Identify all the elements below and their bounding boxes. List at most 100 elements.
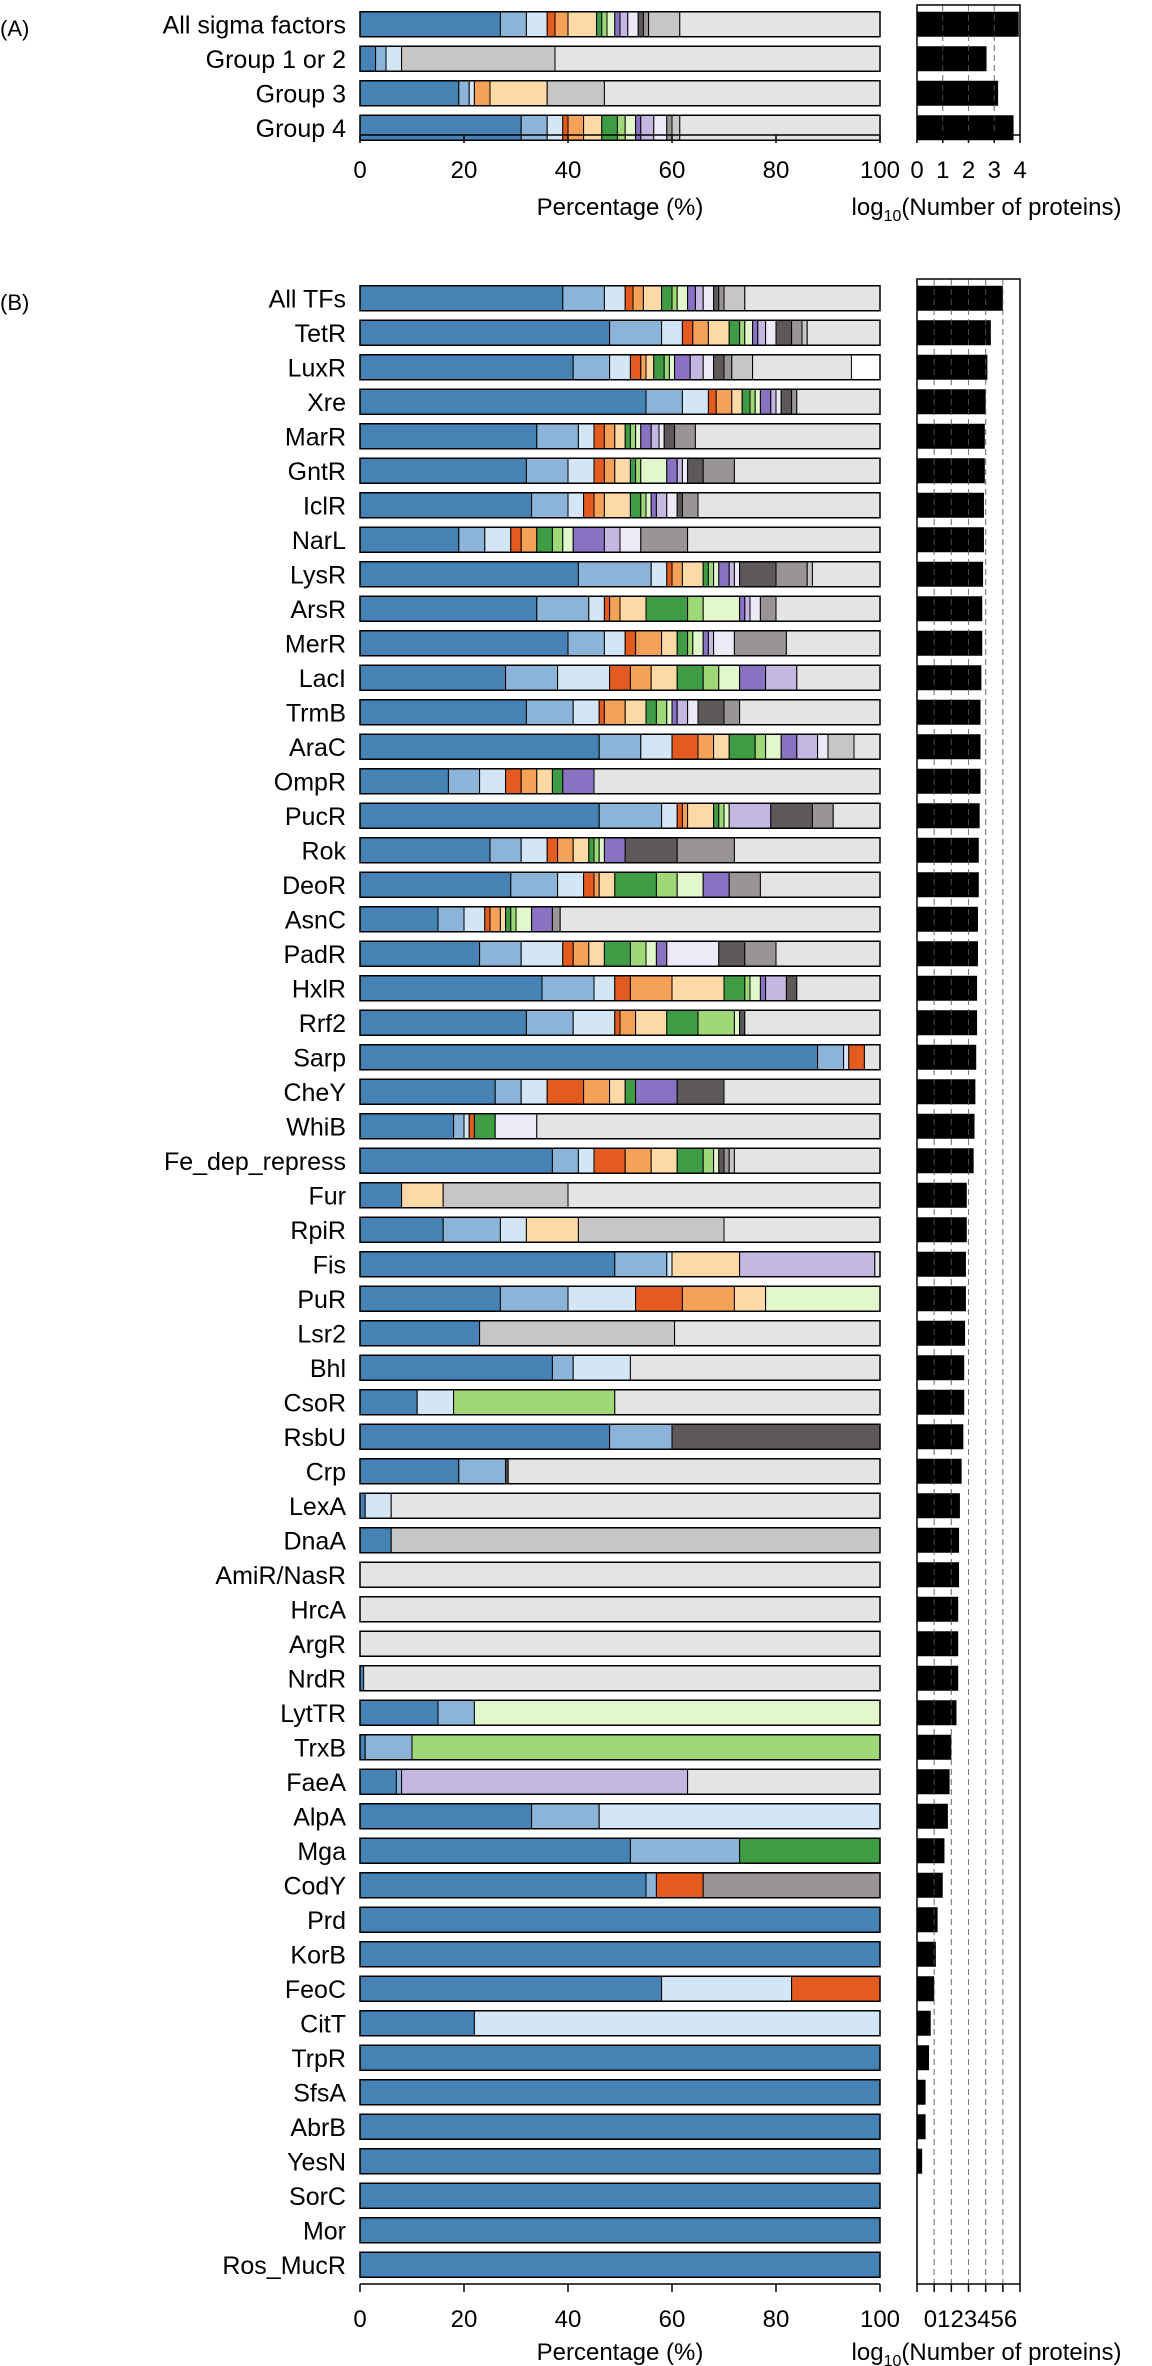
panel-a-count-bar-group-3 <box>917 80 999 106</box>
panel-b-bar-outline <box>359 1975 881 2002</box>
panel-b-bar-segment-merr <box>635 630 663 657</box>
panel-b-bar-segment-arsr <box>702 595 741 622</box>
panel-b-bar-segment-rrf2 <box>733 1009 741 1036</box>
panel-b-bar-segment-arsr <box>359 595 538 622</box>
panel-b-bar-segment-padr <box>479 940 522 967</box>
panel-b-bar-segment-deor <box>702 871 730 898</box>
panel-b-bar-segment-ompr <box>479 768 507 795</box>
panel-b-bar-segment-rpir <box>577 1216 725 1243</box>
panel-b-bar-outline <box>359 802 881 829</box>
panel-b-category-label: TrmB <box>286 699 346 727</box>
panel-b-bar-segment-lysr <box>671 561 683 588</box>
panel-b-bar-segment-all-tfs <box>676 285 689 312</box>
panel-b-bar-segment-padr <box>359 940 481 967</box>
panel-b-bar-segment-tetr <box>806 319 881 346</box>
panel-b-bar-segment-padr <box>775 940 881 967</box>
panel-b-bar-segment-pur <box>765 1285 881 1312</box>
panel-b-bar-segment-all-tfs <box>359 285 564 312</box>
panel-b-bar-outline <box>359 1251 881 1278</box>
panel-b-count-bar-pucr <box>917 803 980 829</box>
panel-b-bar-segment-luxr <box>663 354 670 381</box>
panel-b-bar-segment-trmb <box>572 699 600 726</box>
panel-b-bar-segment-bhl <box>359 1354 553 1381</box>
panel-b-bar-segment-faea <box>395 1768 403 1795</box>
panel-b-x-tick-label: 60 <box>659 2306 686 2333</box>
panel-b-bar-segment-narl <box>562 526 574 553</box>
panel-b-bar-segment-merr <box>687 630 694 657</box>
panel-b-bar-outline <box>359 1665 881 1692</box>
panel-b-bar-segment-xre <box>759 388 772 415</box>
panel-b-count-bar-rrf2 <box>917 1010 978 1036</box>
panel-b-bar-segment-gntr <box>593 457 605 484</box>
panel-b-bar-segment-arac <box>817 733 829 760</box>
panel-b-bar-segment-tetr <box>609 319 663 346</box>
panel-b-category-label: MarR <box>285 423 346 451</box>
panel-b-bar-segment-padr <box>603 940 631 967</box>
panel-b-bar-segment-csor <box>359 1389 418 1416</box>
panel-b-category-label: Bhl <box>310 1355 346 1383</box>
panel-b-bar-segment-sfsa <box>359 2079 881 2106</box>
panel-b-bar-segment-gntr <box>687 457 704 484</box>
panel-b-bar-segment-fis <box>671 1251 741 1278</box>
panel-b-bar-outline <box>359 595 881 622</box>
panel-b-bar-outline <box>359 526 881 553</box>
panel-b-bar-segment-cody <box>702 1872 881 1899</box>
panel-b-bar-segment-pucr <box>661 802 678 829</box>
panel-b-bar-segment-merr <box>713 630 735 657</box>
panel-b-bar-outline <box>359 1354 881 1381</box>
panel-b-bar-segment-faea <box>687 1768 881 1795</box>
panel-b-bar-segment-alpa <box>531 1803 600 1830</box>
panel-b-bar-segment-trmb <box>525 699 574 726</box>
panel-b-bar-segment-rsbu <box>609 1423 673 1450</box>
panel-b-bar-segment-nrdr <box>363 1665 881 1692</box>
panel-a-bar-segment-group-4 <box>546 114 564 141</box>
panel-b-bar-segment-rok <box>359 837 491 864</box>
panel-b-bar-segment-lysr <box>359 561 579 588</box>
panel-b-bar-segment-padr <box>588 940 605 967</box>
panel-b-bar-segment-xre <box>359 388 647 415</box>
panel-b-category-label: Rok <box>302 837 347 865</box>
panel-b-bar-segment-hxlr <box>359 975 543 1002</box>
panel-b-bar-segment-pucr <box>811 802 834 829</box>
panel-b-bar-segment-laci <box>650 664 678 691</box>
panel-b-bar-segment-deor <box>614 871 657 898</box>
panel-b-category-label: FeoC <box>285 1976 346 2004</box>
panel-b-bar-segment-asnc <box>484 906 491 933</box>
panel-b-bar-segment-lsr2 <box>479 1320 676 1347</box>
panel-b-bar-segment-gntr <box>359 457 527 484</box>
panel-b-bar-segment-narl <box>687 526 881 553</box>
panel-b-bar-segment-tetr <box>707 319 730 346</box>
panel-b-bar-segment-tetr <box>752 319 759 346</box>
panel-b-bar-outline <box>359 871 881 898</box>
panel-b-bar-segment-luxr <box>723 354 733 381</box>
panel-b-count-chart: 0123456 log10(Number of proteins) <box>852 278 1121 2366</box>
panel-b-bar-segment-tetr <box>728 319 741 346</box>
panel-b-bar-segment-ompr <box>593 768 881 795</box>
panel-b-bar-segment-trxb <box>364 1734 413 1761</box>
panel-a-bar-segment-group-3 <box>489 80 548 107</box>
panel-b-count-bar-dnaa <box>917 1527 960 1553</box>
panel-b-bar-segment-xre <box>715 388 733 415</box>
panel-b-count-bar-lexa <box>917 1493 960 1519</box>
panel-b-count-bar-yesn <box>917 2148 923 2174</box>
panel-b-bar-segment-narl <box>484 526 512 553</box>
panel-b-bar-outline <box>359 733 881 760</box>
panel-b-category-label: Fur <box>309 1182 347 1210</box>
panel-b-bar-segment-yesn <box>359 2148 881 2175</box>
panel-b-bar-segment-amir-nasr <box>359 1561 881 1588</box>
panel-b-bar-segment-pucr <box>713 802 720 829</box>
panel-b-bar-segment-citt <box>473 2010 881 2037</box>
panel-b-bar-segment-sorc <box>359 2182 881 2209</box>
panel-b-bar-segment-ompr <box>520 768 538 795</box>
panel-b-bar-outline <box>359 1113 881 1140</box>
panel-a-bar-segment-group-4 <box>583 114 603 141</box>
panel-a-x-tick-label: 0 <box>910 157 923 184</box>
panel-b-category-label: TrxB <box>294 1734 346 1762</box>
panel-b-bar-segment-deor <box>557 871 585 898</box>
panel-b-bar-segment-trmb <box>687 699 699 726</box>
panel-b-bar-segment-lexa <box>359 1492 366 1519</box>
panel-b-bar-segment-narl <box>572 526 605 553</box>
panel-b-bar-segment-rsbu <box>359 1423 611 1450</box>
panel-b-bar-segment-arsr <box>687 595 704 622</box>
panel-a-stacked-chart: All sigma factors Group 1 or 2 Group 3 Grou… <box>163 11 900 221</box>
